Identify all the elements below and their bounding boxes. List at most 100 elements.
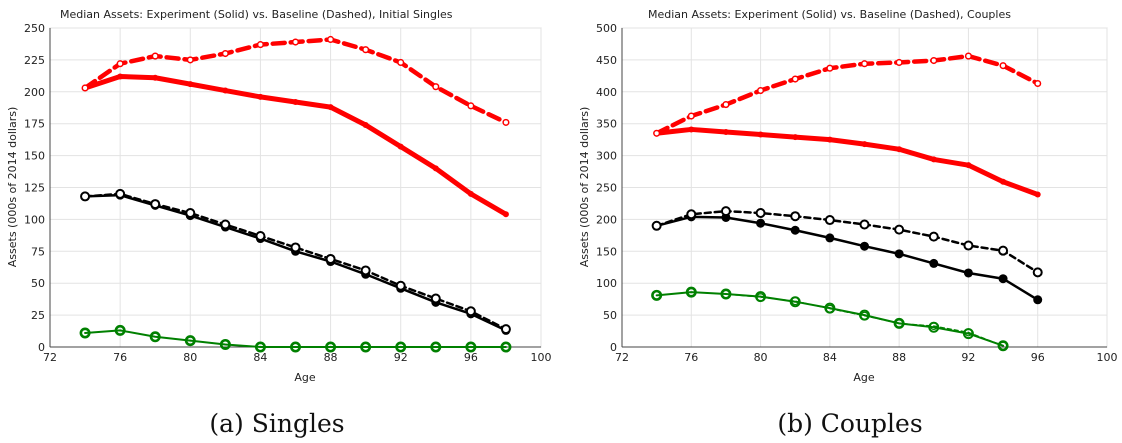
y-tick-label: 200 — [24, 86, 45, 99]
data-point — [893, 317, 905, 329]
data-point — [257, 93, 264, 100]
data-point — [185, 208, 196, 219]
chart-title: Median Assets: Experiment (Solid) vs. Ba… — [648, 8, 1011, 21]
data-point — [362, 121, 369, 128]
data-point — [861, 141, 868, 148]
series-baseline-black — [80, 188, 511, 335]
data-point — [397, 58, 405, 67]
series-baseline-red — [81, 35, 510, 126]
data-point — [1034, 191, 1041, 198]
data-point — [432, 83, 440, 91]
x-tick-label: 92 — [394, 351, 408, 364]
x-tick-label: 100 — [531, 351, 552, 364]
x-tick-label: 100 — [1097, 351, 1118, 364]
data-point — [722, 101, 730, 109]
chart-title: Median Assets: Experiment (Solid) vs. Ba… — [60, 8, 453, 21]
x-tick-label: 88 — [324, 351, 338, 364]
data-point — [756, 218, 766, 228]
y-tick-label: 50 — [31, 277, 45, 290]
y-tick-label: 350 — [596, 118, 617, 131]
data-point — [651, 220, 662, 231]
data-point — [825, 233, 835, 243]
data-point — [117, 73, 124, 80]
data-point — [929, 258, 939, 268]
y-tick-label: 300 — [596, 150, 617, 163]
data-point — [930, 56, 938, 65]
y-tick-label: 0 — [38, 341, 45, 354]
data-point — [430, 293, 441, 304]
data-point — [894, 224, 905, 235]
data-point — [651, 289, 663, 301]
data-point — [432, 165, 439, 172]
data-point — [895, 319, 904, 328]
data-point — [360, 265, 371, 276]
data-point — [150, 199, 161, 210]
data-point — [151, 52, 159, 60]
data-point — [256, 342, 265, 352]
data-point — [502, 118, 510, 126]
y-tick-label: 450 — [596, 54, 617, 67]
data-point — [151, 332, 160, 341]
data-point — [291, 38, 300, 46]
x-tick-label: 72 — [43, 351, 57, 364]
data-point — [790, 225, 800, 235]
y-tick-label: 250 — [24, 22, 45, 35]
data-point — [998, 341, 1008, 350]
data-point — [465, 306, 476, 317]
series-line — [654, 126, 1041, 198]
y-tick-label: 500 — [596, 22, 617, 35]
data-point — [327, 104, 334, 111]
data-point — [395, 280, 406, 291]
data-point — [930, 156, 937, 163]
data-point — [964, 52, 972, 60]
data-point — [81, 84, 89, 92]
data-point — [894, 249, 904, 259]
data-point — [826, 136, 833, 143]
data-point — [467, 102, 475, 110]
data-point — [187, 81, 194, 88]
data-point — [721, 289, 731, 299]
data-point — [824, 215, 835, 226]
data-point — [115, 188, 126, 199]
data-point — [500, 324, 511, 335]
data-point — [502, 211, 509, 218]
data-point — [792, 134, 799, 141]
data-point — [362, 46, 370, 54]
data-point — [221, 340, 230, 349]
data-point — [256, 41, 264, 49]
y-tick-label: 175 — [24, 118, 45, 131]
data-point — [860, 311, 869, 320]
data-point — [652, 291, 661, 300]
series-line — [655, 209, 1039, 274]
data-point — [998, 274, 1008, 284]
y-tick-label: 150 — [596, 245, 617, 258]
x-tick-label: 96 — [1031, 351, 1045, 364]
series-line — [655, 215, 1039, 302]
x-tick-label: 92 — [961, 351, 975, 364]
data-point — [361, 342, 370, 352]
data-point — [116, 60, 124, 68]
data-point — [998, 245, 1009, 256]
data-point — [292, 99, 299, 106]
y-tick-label: 75 — [31, 245, 45, 258]
data-point — [1033, 295, 1043, 305]
data-point — [152, 74, 159, 81]
data-point — [928, 231, 939, 242]
data-point — [325, 253, 336, 264]
data-point — [999, 62, 1007, 70]
series-line — [654, 53, 1040, 136]
x-tick-label: 88 — [892, 351, 906, 364]
y-tick-label: 400 — [596, 86, 617, 99]
data-point — [80, 328, 90, 338]
data-point — [291, 342, 300, 352]
data-point — [826, 64, 834, 72]
data-point — [467, 190, 474, 197]
data-point — [1032, 267, 1043, 278]
data-point — [722, 128, 729, 135]
data-point — [186, 56, 194, 64]
data-point — [116, 326, 125, 335]
data-point — [466, 342, 475, 352]
data-point — [687, 288, 696, 297]
data-point — [860, 60, 869, 68]
data-point — [997, 340, 1009, 352]
